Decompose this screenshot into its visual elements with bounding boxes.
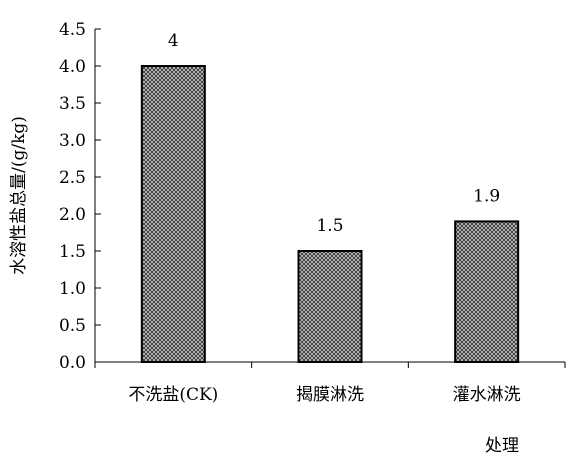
bar bbox=[297, 250, 363, 363]
bar bbox=[140, 65, 206, 363]
x-tick-label: 灌水淋洗 bbox=[453, 385, 521, 405]
data-label: 1.5 bbox=[316, 216, 343, 236]
data-label: 1.9 bbox=[473, 186, 500, 206]
y-tick-label: 0.0 bbox=[59, 353, 86, 373]
data-label: 4 bbox=[168, 31, 179, 51]
y-tick-label: 2.5 bbox=[59, 168, 86, 188]
y-tick-label: 1.0 bbox=[59, 279, 86, 299]
y-tick-label: 3.5 bbox=[59, 94, 86, 114]
y-axis-title: 水溶性盐总量/(g/kg) bbox=[9, 116, 29, 275]
labels: 4 不洗盐(CK) 1.5 揭膜淋洗 1.9 灌水淋洗 bbox=[128, 31, 520, 405]
bars bbox=[140, 65, 520, 363]
x-axis-title: 处理 bbox=[485, 436, 519, 456]
x-tick-label: 揭膜淋洗 bbox=[296, 385, 364, 405]
y-tick-label: 1.5 bbox=[59, 242, 86, 262]
y-tick-label: 4.5 bbox=[59, 20, 86, 40]
x-tick-label: 不洗盐(CK) bbox=[128, 385, 218, 405]
y-tick-label: 3.0 bbox=[59, 131, 86, 151]
y-tick-label: 0.5 bbox=[59, 316, 86, 336]
bar bbox=[454, 220, 520, 363]
axes: 0.0 0.5 1.0 1.5 2.0 2.5 3.0 3.5 4.0 4.5 bbox=[59, 20, 566, 373]
y-tick-label: 4.0 bbox=[59, 57, 86, 77]
y-tick-label: 2.0 bbox=[59, 205, 86, 225]
